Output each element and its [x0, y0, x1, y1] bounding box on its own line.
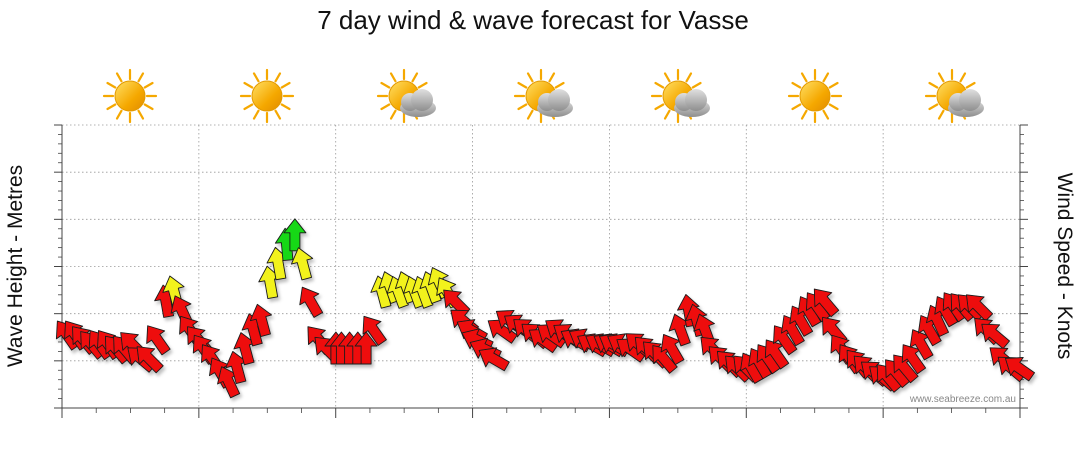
sun-ray: [389, 72, 397, 83]
sun-ray: [800, 72, 808, 83]
sun-ray: [143, 81, 154, 89]
sun-ray: [654, 103, 665, 111]
sun-ray: [663, 109, 671, 120]
sun-disc: [114, 80, 146, 112]
wind-arrow: [249, 303, 273, 337]
wind-arrow: [966, 294, 994, 322]
cloud-part: [959, 89, 981, 111]
daily-weather-row: [102, 68, 984, 124]
sun-ray: [517, 81, 528, 89]
wind-arrow: [981, 323, 1010, 350]
sun-ray: [137, 109, 145, 120]
sun-ray: [548, 72, 556, 83]
wind-arrow: [283, 218, 307, 252]
sun-ray: [106, 81, 117, 89]
wind-arrow: [146, 325, 171, 356]
sun-ray: [389, 109, 397, 120]
cloud-shape: [400, 89, 436, 117]
sun-disc: [799, 80, 831, 112]
sunny-icon: [102, 68, 158, 124]
sun-ray: [411, 72, 419, 83]
wind-arrow: [136, 346, 164, 374]
wind-arrow: [362, 315, 387, 346]
partly-cloudy-icon: [376, 68, 436, 124]
sun-ray: [274, 109, 282, 120]
chart-gridlines: [62, 124, 1020, 408]
sun-ray: [554, 81, 565, 89]
wind-arrow: [1005, 357, 1035, 382]
sun-ray: [106, 103, 117, 111]
cloud-shape: [948, 89, 984, 117]
sun-ray: [928, 81, 939, 89]
y-axis-left-title: Wave Height - Metres: [4, 165, 27, 367]
cloud-part: [685, 89, 707, 111]
sun-ray: [937, 109, 945, 120]
sun-ray: [252, 72, 260, 83]
sun-ray: [791, 103, 802, 111]
chart-title: 7 day wind & wave forecast for Vasse: [317, 5, 749, 35]
sun-ray: [252, 109, 260, 120]
sun-ray: [280, 81, 291, 89]
sun-ray: [828, 103, 839, 111]
cloud-part: [548, 89, 570, 111]
sun-ray: [959, 72, 967, 83]
sun-ray: [243, 81, 254, 89]
sun-ray: [822, 72, 830, 83]
partly-cloudy-icon: [513, 68, 573, 124]
sun-ray: [685, 72, 693, 83]
sun-ray: [417, 81, 428, 89]
sun-ray: [691, 81, 702, 89]
wind-arrow: [290, 247, 314, 281]
sun-ray: [526, 109, 534, 120]
sun-ray: [800, 109, 808, 120]
sun-ray: [274, 72, 282, 83]
wind-arrow: [478, 347, 510, 372]
sun-disc: [251, 80, 283, 112]
sun-ray: [791, 81, 802, 89]
cloud-part: [411, 89, 433, 111]
sun-ray: [380, 103, 391, 111]
sun-ray: [115, 109, 123, 120]
sun-ray: [654, 81, 665, 89]
chart-axes: [54, 124, 1028, 418]
sun-ray: [928, 103, 939, 111]
y-axis-right-title: Wind Speed - Knots: [1053, 173, 1076, 360]
watermark: www.seabreeze.com.au: [909, 394, 1016, 405]
sun-ray: [243, 103, 254, 111]
sun-ray: [517, 103, 528, 111]
sun-ray: [115, 72, 123, 83]
sun-ray: [663, 72, 671, 83]
sun-ray: [965, 81, 976, 89]
sun-ray: [280, 103, 291, 111]
sun-ray: [143, 103, 154, 111]
sun-ray: [828, 81, 839, 89]
wind-arrows: [55, 218, 1035, 399]
wind-arrow: [813, 288, 840, 318]
cloud-shape: [537, 89, 573, 117]
sun-ray: [937, 72, 945, 83]
sunny-icon: [787, 68, 843, 124]
wind-arrow: [354, 331, 378, 365]
partly-cloudy-icon: [924, 68, 984, 124]
sun-ray: [380, 81, 391, 89]
sun-ray: [526, 72, 534, 83]
wind-arrow: [299, 286, 324, 318]
cloud-shape: [674, 89, 710, 117]
partly-cloudy-icon: [650, 68, 710, 124]
sunny-icon: [239, 68, 295, 124]
sun-ray: [822, 109, 830, 120]
sun-ray: [137, 72, 145, 83]
